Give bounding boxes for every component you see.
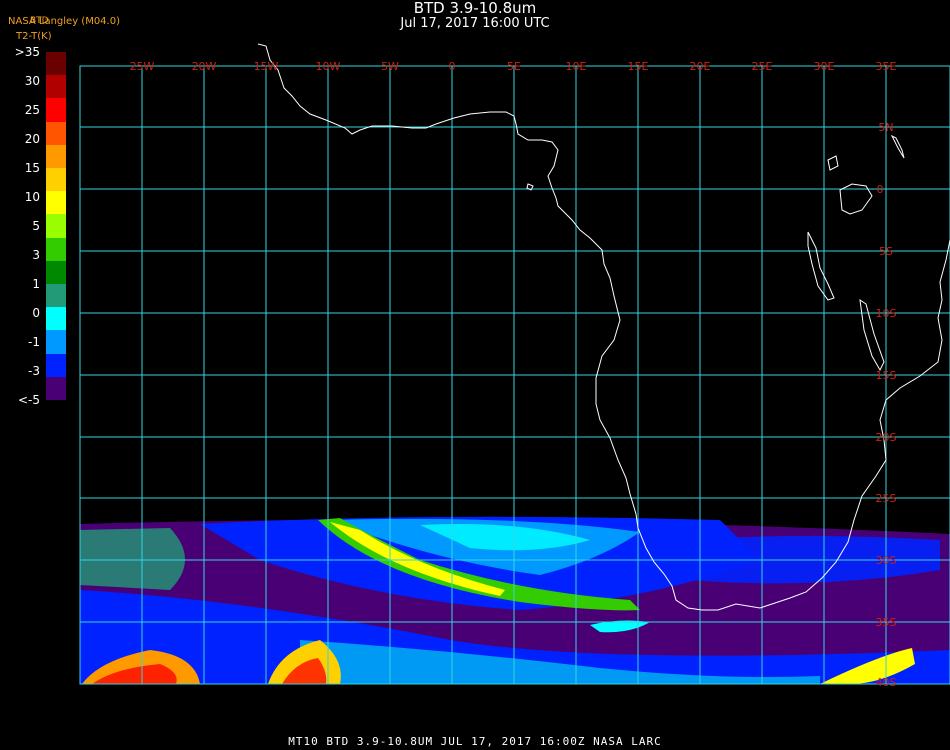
lat-label: 5N — [878, 121, 893, 134]
cloud-band-bright — [420, 524, 590, 551]
colorbar-swatch — [46, 168, 66, 192]
lon-label: 20E — [690, 60, 711, 73]
bioko-island — [526, 183, 534, 191]
colorbar-label: -3 — [28, 364, 40, 378]
warm-patch-right — [820, 648, 915, 684]
colorbar-title: T2-T(K) — [16, 31, 52, 42]
colorbar-label: 10 — [24, 190, 40, 204]
lon-label: 25E — [752, 60, 773, 73]
colorbar-label: 25 — [24, 103, 40, 117]
colorbar-label: 30 — [24, 74, 40, 88]
satellite-swath — [80, 516, 950, 684]
lat-label: 10S — [876, 307, 897, 320]
lon-label: 30E — [814, 60, 835, 73]
lower-cyan-band — [300, 640, 820, 684]
lat-label: 25S — [876, 492, 897, 505]
colorbar-swatch — [46, 307, 66, 331]
lat-label: 5S — [879, 245, 893, 258]
colorbar-swatch — [46, 121, 66, 146]
colorbar-swatch — [46, 214, 66, 239]
colorbar-label: >35 — [14, 45, 40, 59]
colorbar-swatch — [46, 191, 66, 215]
lat-label: 15S — [876, 369, 897, 382]
lat-label: 30S — [876, 554, 897, 567]
lon-label: 5W — [381, 60, 399, 73]
cloud-patch-south — [590, 620, 650, 633]
footer-caption: MT10 BTD 3.9-10.8UM JUL 17, 2017 16:00Z … — [288, 735, 662, 748]
colorbar-swatch — [46, 75, 66, 99]
colorbar-swatch — [46, 98, 66, 123]
colorbar-swatch — [46, 144, 66, 169]
colorbar-label: 15 — [24, 161, 40, 175]
colorbar-swatch — [46, 330, 66, 355]
colorbar-label: 20 — [24, 132, 40, 146]
colorbar-swatch — [46, 260, 66, 285]
lake-malawi — [890, 134, 905, 159]
warm-patch-mid-core — [282, 658, 327, 684]
colorbar-label: 1 — [32, 277, 40, 291]
warm-patch-left-core — [92, 664, 177, 684]
lon-label: 20W — [192, 60, 217, 73]
lat-label: 0 — [877, 183, 884, 196]
lake-victoria — [839, 183, 873, 215]
colorbar-swatch — [46, 284, 66, 308]
frontal-streak-core — [330, 522, 505, 596]
lon-label: 25W — [130, 60, 155, 73]
colorbar-swatch — [46, 52, 66, 76]
colorbar-swatch — [46, 353, 66, 378]
colorbar — [46, 52, 66, 401]
longitude-labels: 25W 20W 15W 10W 5W 0 5E 10E 15E 20E 25E … — [130, 60, 897, 73]
lon-label: 10E — [566, 60, 587, 73]
lake-turkana — [827, 155, 839, 171]
colorbar-swatch — [46, 376, 66, 401]
colorbar-label: <-5 — [17, 393, 40, 407]
lon-label: 10W — [316, 60, 341, 73]
left-cloud-patches — [80, 528, 185, 590]
latitude-labels: 5N 0 5S 10S 15S 20S 25S 30S 35S 40S — [876, 121, 897, 689]
lon-label: 5E — [507, 60, 521, 73]
lat-label: 20S — [876, 431, 897, 444]
lon-label: 15E — [628, 60, 649, 73]
colorbar-label: -1 — [28, 335, 40, 349]
colorbar-label: 3 — [32, 248, 40, 262]
lon-label: 0 — [449, 60, 456, 73]
lon-label: 35E — [876, 60, 897, 73]
image-title: BTD 3.9-10.8um — [413, 0, 537, 17]
africa-coastline — [257, 43, 950, 611]
colorbar-swatch — [46, 237, 66, 262]
colorbar-label: 5 — [32, 219, 40, 233]
image-timestamp: Jul 17, 2017 16:00 UTC — [400, 16, 550, 31]
lat-label: 35S — [876, 616, 897, 629]
lat-label: 40S — [876, 676, 897, 689]
lat-lon-grid — [79, 65, 950, 685]
lake-tanganyika — [859, 298, 885, 372]
madagascar — [807, 231, 835, 301]
lon-label: 15W — [254, 60, 279, 73]
credit-label: NASA Langley (M04.0) — [8, 16, 120, 27]
colorbar-variable: BTD — [30, 16, 49, 26]
colorbar-label: 0 — [32, 306, 40, 320]
frontal-streak — [318, 518, 640, 611]
coastlines — [257, 43, 950, 611]
